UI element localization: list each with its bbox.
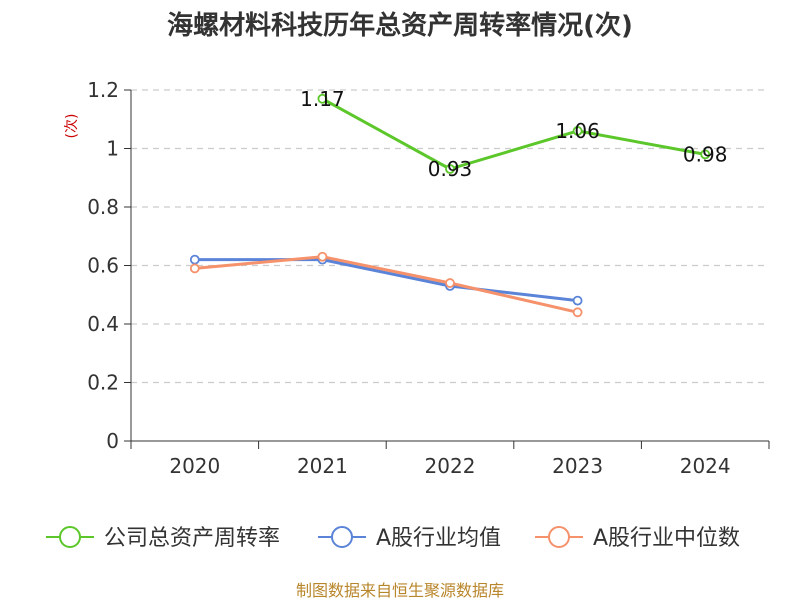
series-line-1 [194,258,578,303]
legend-swatch-marker [331,526,353,548]
y-tick-label: 0 [106,429,119,453]
data-point [317,93,328,104]
y-tick-label: 0.2 [87,371,119,395]
data-label: 1.06 [555,119,600,143]
grid-lines [131,89,769,384]
data-point [445,164,455,174]
legend-label: A股行业均值 [376,526,501,551]
y-tick-labels: 0 0.2 0.4 0.6 0.8 1 1.2 [87,78,131,453]
legend-label: A股行业中位数 [593,526,740,551]
y-tick-label: 1 [106,137,119,161]
data-point [189,254,200,265]
y-tick-label: 0.6 [87,254,119,278]
data-label: 1.17 [300,87,345,111]
data-label: 0.98 [683,142,728,166]
x-tick-label: 2020 [169,454,220,478]
y-tick-label: 1.2 [87,78,119,102]
x-tick-label: 2023 [552,454,603,478]
data-labels: 1.17 0.93 1.06 0.98 [300,87,727,181]
series-lines [189,93,711,318]
data-source: 制图数据来自恒生聚源数据库 [296,581,504,600]
x-tick-label: 2021 [297,454,348,478]
data-point [572,126,583,136]
legend-label: 公司总资产周转率 [104,526,280,551]
x-tick-labels: 2020 2021 2022 2023 2024 [130,441,770,478]
legend: 公司总资产周转率 A股行业均值 A股行业中位数 [46,526,740,551]
legend-swatch-marker [59,526,81,548]
data-point [445,278,455,288]
legend-swatch-marker [548,526,570,548]
x-tick-label: 2024 [680,454,731,478]
data-point [189,263,200,274]
y-tick-label: 0.4 [87,312,119,336]
y-axis-unit: (次) [64,114,80,139]
x-tick-label: 2022 [425,454,476,478]
data-point [572,307,583,318]
data-point [317,251,328,262]
data-label: 0.93 [428,157,473,181]
y-tick-label: 0.8 [87,195,119,219]
chart-title: 海螺材料科技历年总资产周转率情况(次) [167,10,633,41]
series-line-2 [194,255,578,314]
series-line-0 [321,97,706,171]
data-point [572,295,583,306]
data-point [700,149,711,160]
